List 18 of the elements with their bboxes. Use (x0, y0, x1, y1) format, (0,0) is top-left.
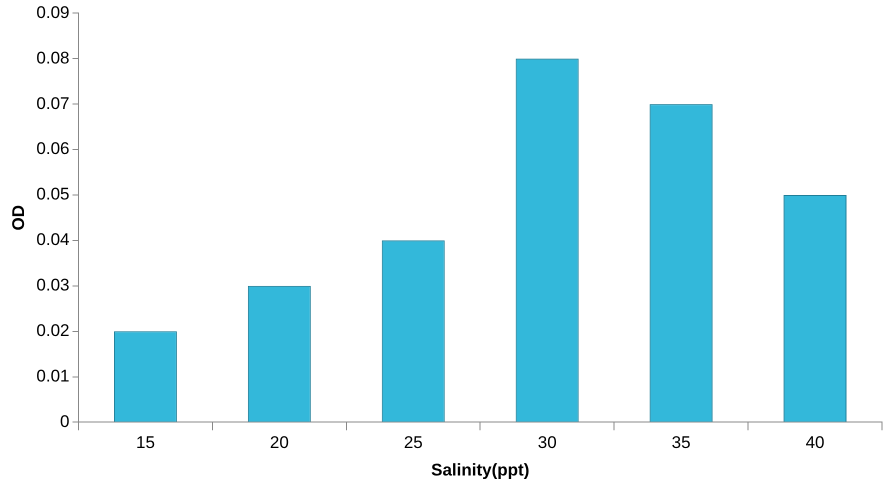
y-tick-label: 0.08 (36, 48, 70, 68)
x-tick-label: 15 (136, 433, 155, 452)
x-tick-label: 30 (538, 433, 557, 452)
y-tick-label: 0.01 (36, 366, 70, 386)
y-tick-label: 0.04 (36, 230, 70, 250)
y-tick-label: 0.07 (36, 94, 70, 113)
x-tick-label: 35 (672, 433, 691, 452)
x-tick-label: 20 (270, 433, 289, 452)
y-tick-label: 0.09 (36, 2, 70, 22)
x-tick-label: 40 (806, 433, 824, 452)
x-tick-label: 25 (404, 433, 423, 452)
y-tick-label: 0.03 (36, 276, 70, 295)
y-tick-label: 0.05 (36, 184, 70, 204)
x-axis-title: Salinity(ppt) (431, 460, 530, 480)
y-tick-label: 0.02 (36, 321, 70, 340)
y-tick-label: 0 (60, 412, 70, 431)
y-tick-label: 0.06 (36, 139, 70, 158)
y-axis-title: OD (8, 204, 28, 230)
